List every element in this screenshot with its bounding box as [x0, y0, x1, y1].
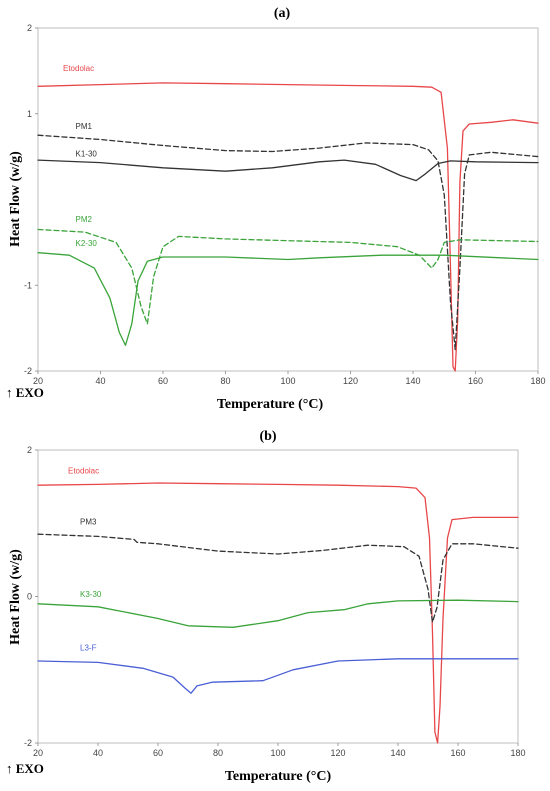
panel-a: (a) 21-1-2 20 40 60 80 100 120 140 160 180 Etodo…	[6, 6, 546, 412]
series-line-etodolac	[38, 83, 538, 371]
x-tick-label: 40	[93, 748, 103, 758]
series-line-pm1	[38, 135, 538, 349]
panel-a-exo-label: ↑ EXO	[6, 385, 44, 400]
panel-b: (b) 20-2 20 40 60 80 100 120 140 160 180 Etodola…	[6, 429, 526, 784]
panel-b-series	[38, 483, 518, 743]
y-tick-label: 2	[27, 445, 32, 455]
x-tick-label: 160	[450, 748, 465, 758]
series-label-pm3: PM3	[80, 518, 97, 527]
panel-b-x-axis-title: Temperature (°C)	[225, 769, 332, 784]
x-tick-label: 120	[330, 748, 345, 758]
panel-b-exo-label: ↑ EXO	[6, 761, 44, 776]
panel-a-y-ticks: 2 1 -1 -2	[24, 23, 38, 376]
x-tick-label: 80	[220, 376, 230, 386]
series-label-etodolac: Etodolac	[68, 466, 99, 475]
panel-a-series	[38, 83, 538, 371]
series-label-l3-f: L3-F	[80, 644, 97, 653]
panel-a-series-labels: Etodolac PM1 K1-30 PM2 K2-30	[63, 64, 97, 248]
x-tick-label: 160	[468, 376, 483, 386]
panel-b-plot-frame	[38, 450, 518, 743]
panel-a-y-axis-title: Heat Flow (w/g)	[8, 151, 23, 247]
x-tick-label: 140	[405, 376, 420, 386]
y-tick-label: 0	[27, 592, 32, 602]
x-tick-label: 100	[270, 748, 285, 758]
series-line-etodolac	[38, 483, 518, 743]
y-tick-label: -2	[24, 738, 32, 748]
y-tick-label: -2	[24, 366, 32, 376]
series-label-k3-30: K3-30	[80, 590, 102, 599]
panel-a-x-axis-title: Temperature (°C)	[217, 397, 324, 412]
series-label-pm2: PM2	[76, 215, 93, 224]
panel-b-y-axis-title: Heat Flow (w/g)	[8, 549, 23, 645]
panel-b-title: (b)	[259, 429, 276, 444]
series-line-k3-30	[38, 600, 518, 627]
y-tick-label: 2	[27, 23, 32, 33]
series-label-k1-30: K1-30	[76, 150, 98, 159]
x-tick-label: 180	[530, 376, 545, 386]
series-label-k2-30: K2-30	[76, 239, 98, 248]
panel-a-title: (a)	[274, 6, 291, 21]
x-tick-label: 60	[153, 748, 163, 758]
x-tick-label: 120	[343, 376, 358, 386]
series-label-pm1: PM1	[76, 122, 93, 131]
x-tick-label: 80	[213, 748, 223, 758]
series-line-k2-30	[38, 253, 538, 346]
panel-a-x-ticks: 20 40 60 80 100 120 140 160 180	[33, 371, 546, 386]
series-line-l3-f	[38, 659, 518, 693]
x-tick-label: 20	[33, 748, 43, 758]
y-tick-label: -1	[24, 280, 32, 290]
x-tick-label: 140	[390, 748, 405, 758]
y-tick-label: 1	[27, 109, 32, 119]
panel-b-x-ticks: 20 40 60 80 100 120 140 160 180	[33, 743, 526, 758]
x-tick-label: 40	[95, 376, 105, 386]
x-tick-label: 100	[280, 376, 295, 386]
panel-b-series-labels: Etodolac PM3 K3-30 L3-F	[68, 466, 102, 652]
panel-b-y-ticks: 2 0 -2	[24, 445, 38, 748]
x-tick-label: 180	[510, 748, 525, 758]
series-label-etodolac: Etodolac	[63, 64, 94, 73]
series-line-k1-30	[38, 160, 538, 181]
x-tick-label: 60	[158, 376, 168, 386]
